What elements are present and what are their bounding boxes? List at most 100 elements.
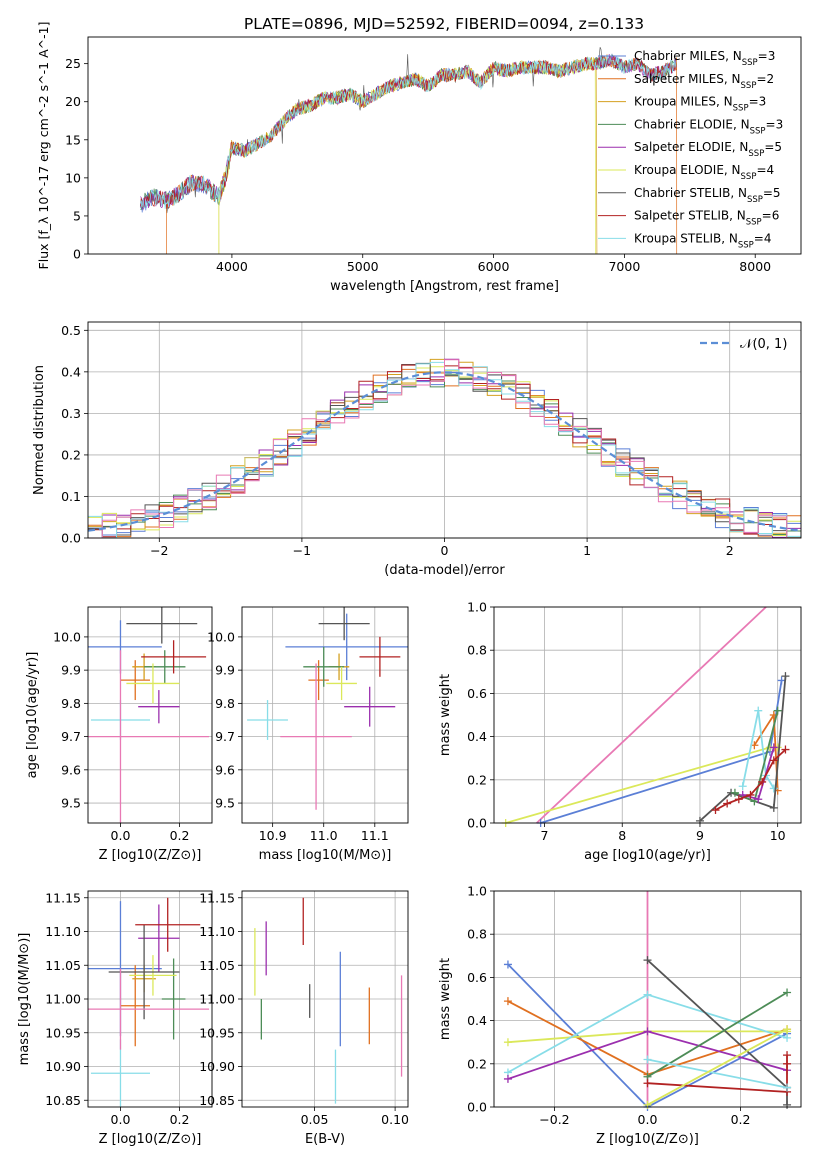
errorbar-point xyxy=(285,613,408,681)
x-tick-label: 1 xyxy=(583,543,591,558)
x-tick-label: 0 xyxy=(441,543,449,558)
x-tick-label: 0.0 xyxy=(638,1112,658,1127)
y-tick-label: 0.0 xyxy=(467,1100,487,1115)
weight-marker xyxy=(503,1038,512,1047)
weight-marker xyxy=(769,803,778,812)
y-tick-label: 0.2 xyxy=(61,447,81,462)
spectrum-line xyxy=(218,57,596,254)
y-tick-label: 9.8 xyxy=(215,696,235,711)
errorbar-point xyxy=(247,700,288,740)
plot-area-mass_vs_Z xyxy=(88,897,210,1107)
x-tick-label: −1 xyxy=(293,543,311,558)
y-tick-label: 0.8 xyxy=(467,643,487,658)
plot-area-weight_vs_age xyxy=(501,606,790,827)
y-tick-label: 9.6 xyxy=(61,762,81,777)
weight-marker xyxy=(643,1079,652,1088)
axes-age_vs_Z: 0.0 0.2 9.5 9.6 9.7 9.8 9.9 10.0 Z [log10(Z/Z⊙)]… xyxy=(25,607,212,863)
y-tick-label: 11.05 xyxy=(45,958,81,973)
weight-line xyxy=(647,991,788,1078)
x-tick-label: 6000 xyxy=(478,259,510,274)
plot-area-residuals xyxy=(87,358,802,539)
weight-marker xyxy=(783,1083,792,1092)
y-tick-label: 10.0 xyxy=(53,629,81,644)
y-tick-label: 11.05 xyxy=(199,958,235,973)
x-axis-label: age [log10(age/yr)] xyxy=(584,848,711,863)
errorbar-point xyxy=(108,924,180,1020)
axes-frame xyxy=(493,606,802,824)
legend-label: Kroupa MILES, NSSP=3 xyxy=(634,95,766,114)
legend-label: 𝒩(0, 1) xyxy=(740,337,787,352)
weight-marker xyxy=(730,788,739,797)
x-tick-label: −2 xyxy=(150,543,168,558)
y-tick-label: 0.5 xyxy=(61,323,81,338)
errorbar-point xyxy=(280,663,352,810)
legend-label: Chabrier MILES, NSSP=3 xyxy=(634,49,775,68)
weight-marker xyxy=(734,795,743,804)
x-tick-label: 5000 xyxy=(347,259,379,274)
y-axis-label: mass weight xyxy=(438,958,453,1040)
errorbar-point xyxy=(318,607,370,641)
axes-frame xyxy=(87,890,213,1108)
errorbar-point xyxy=(326,666,357,701)
y-axis-label: mass weight xyxy=(438,674,453,756)
weight-marker xyxy=(643,990,652,999)
axes-age_vs_mass: 10.9 11.0 11.1 9.5 9.6 9.7 9.8 9.9 10.0 mass [log… xyxy=(207,607,408,863)
weight-line xyxy=(647,1055,788,1093)
spectrum-line xyxy=(139,55,677,210)
x-tick-label: 2 xyxy=(726,543,734,558)
y-axis-label: Flux [f_λ 10^-17 erg cm^-2 s^-1 A^-1] xyxy=(36,22,51,270)
x-axis-label: wavelength [Angstrom, rest frame] xyxy=(330,279,559,294)
weight-marker xyxy=(754,706,763,715)
y-tick-label: 0.4 xyxy=(61,364,81,379)
y-tick-label: 9.6 xyxy=(215,762,235,777)
x-axis-label: (data-model)/error xyxy=(384,563,505,578)
weight-marker xyxy=(738,782,747,791)
figure-title: PLATE=0896, MJD=52592, FIBERID=0094, z=0… xyxy=(244,15,644,33)
x-tick-label: 11.0 xyxy=(310,828,338,843)
x-tick-label: 11.1 xyxy=(361,828,389,843)
weight-marker xyxy=(783,988,792,997)
weight-marker xyxy=(503,997,512,1006)
plot-area-mass_vs_ebv xyxy=(254,897,403,1104)
axes-frame xyxy=(87,36,802,255)
errorbar-point xyxy=(144,650,186,684)
errorbar-point xyxy=(344,686,396,727)
weight-line xyxy=(536,606,767,824)
weight-marker xyxy=(695,816,704,825)
normal-curve xyxy=(87,371,802,532)
y-tick-label: 0.6 xyxy=(467,970,487,985)
weight-marker xyxy=(643,1055,652,1064)
x-tick-label: 0.2 xyxy=(731,1112,751,1127)
errorbar-point xyxy=(161,958,186,1040)
axes-spectrum: 4000 5000 6000 7000 8000 0 5 10 15 20 25 wavelength… xyxy=(36,22,771,294)
errorbar-point xyxy=(138,904,180,972)
legend-label: Kroupa ELODIE, NSSP=4 xyxy=(634,163,774,182)
y-tick-label: 9.5 xyxy=(61,796,81,811)
y-axis-label: Normed distribution xyxy=(32,365,47,495)
weight-marker xyxy=(754,795,763,804)
y-tick-label: 10.95 xyxy=(199,1025,235,1040)
x-axis-label: Z [log10(Z/Z⊙)] xyxy=(99,848,202,863)
legend-label: Chabrier STELIB, NSSP=5 xyxy=(634,186,781,205)
y-tick-label: 10 xyxy=(65,170,81,185)
weight-line xyxy=(741,710,775,789)
weight-marker xyxy=(769,784,778,793)
axes-weight_vs_Z: −0.2 0.0 0.2 0.0 0.2 0.4 0.6 0.8 1.0 Z [log10(Z/Z… xyxy=(438,884,801,1147)
x-tick-label: 10 xyxy=(770,828,786,843)
y-tick-label: 0.0 xyxy=(61,531,81,546)
y-tick-label: 11.00 xyxy=(199,992,235,1007)
y-tick-label: 11.10 xyxy=(45,924,81,939)
y-tick-label: 9.8 xyxy=(61,696,81,711)
weight-marker xyxy=(643,956,652,965)
x-tick-label: 10.9 xyxy=(259,828,287,843)
y-tick-label: 0.4 xyxy=(467,729,487,744)
y-tick-label: 20 xyxy=(65,94,81,109)
axes-weight_vs_age: 7 8 9 10 0.0 0.2 0.4 0.6 0.8 1.0 age [log10(age/yr… xyxy=(438,600,801,863)
errorbar-point xyxy=(135,897,201,952)
errorbar-point xyxy=(90,1039,150,1107)
x-axis-label: E(B-V) xyxy=(305,1132,345,1147)
legend-label: Salpeter MILES, NSSP=2 xyxy=(634,72,774,91)
weight-marker xyxy=(783,1059,792,1068)
weight-marker xyxy=(769,756,778,765)
